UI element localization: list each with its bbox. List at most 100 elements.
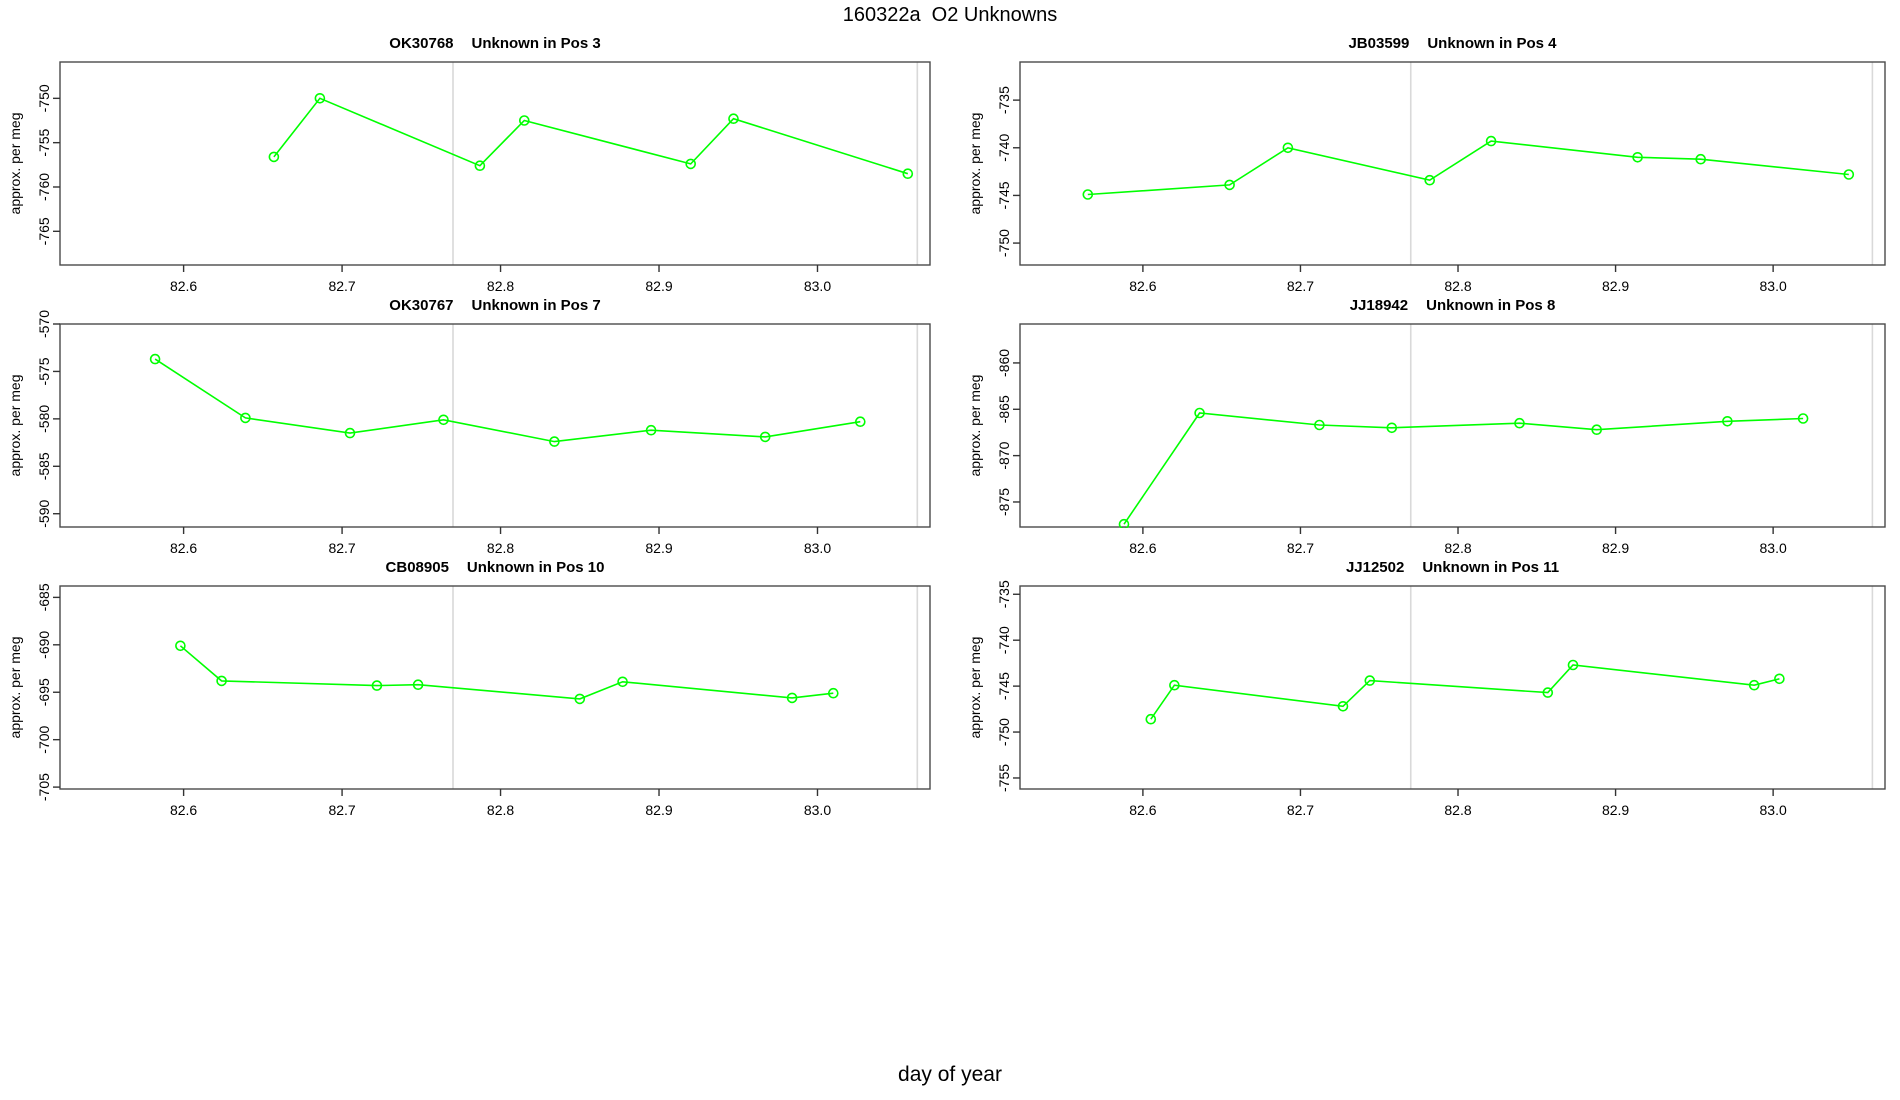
data-point-marker (1364, 675, 1376, 686)
data-point-marker (438, 414, 449, 426)
data-point-marker (759, 431, 771, 443)
data-point-marker (518, 115, 530, 126)
y-axis-label: approx. per meg (7, 375, 23, 477)
y-tick-label: -755 (996, 764, 1012, 792)
series-line (1123, 412, 1804, 525)
data-point-marker (617, 676, 628, 688)
x-tick-label: 82.6 (170, 540, 197, 556)
y-tick-label: -685 (36, 583, 52, 611)
y-axis-label: approx. per meg (967, 113, 983, 215)
data-point-marker (827, 687, 839, 699)
data-point-marker (786, 692, 798, 704)
x-tick-label: 83.0 (804, 540, 831, 556)
x-tick-label: 82.7 (1287, 278, 1314, 294)
x-tick-label: 82.9 (645, 540, 672, 556)
x-tick-label: 83.0 (804, 278, 831, 294)
x-tick-label: 82.6 (1129, 802, 1156, 818)
y-tick-label: -570 (36, 310, 52, 338)
sample-id: OK30768 (389, 35, 454, 52)
data-point-marker (1797, 413, 1809, 424)
y-tick-label: -760 (36, 173, 52, 201)
data-point-marker (1082, 189, 1094, 200)
data-point-marker (1843, 169, 1855, 180)
series-line (1087, 140, 1849, 196)
data-point-marker (1514, 417, 1525, 429)
series-line (273, 97, 909, 175)
subplot-title: JB03599 Unknown in Pos 4 (1020, 35, 1885, 52)
x-tick-label: 82.7 (1287, 540, 1314, 556)
y-tick-label: -740 (996, 134, 1012, 162)
x-axis-figure-label: day of year (898, 1063, 1002, 1086)
subplot-subtitle: Unknown in Pos 3 (471, 35, 601, 52)
data-point-marker (1145, 713, 1157, 725)
y-tick-label: -580 (36, 405, 52, 433)
x-tick-label: 82.8 (487, 278, 514, 294)
data-point-marker (240, 412, 251, 424)
y-tick-label: -865 (996, 395, 1012, 423)
data-point-marker (1695, 153, 1706, 165)
x-tick-label: 82.7 (328, 802, 355, 818)
data-point-marker (645, 424, 657, 436)
x-tick-label: 82.6 (1129, 540, 1156, 556)
plot-border (59, 61, 931, 266)
y-tick-label: -590 (36, 500, 52, 528)
x-tick-label: 82.9 (645, 278, 672, 294)
plot-border (1019, 61, 1886, 266)
data-point-marker (1282, 142, 1294, 154)
data-point-marker (902, 168, 914, 179)
x-tick-label: 83.0 (1760, 802, 1787, 818)
data-point-marker (1314, 419, 1325, 431)
series-JJ18942 (1118, 407, 1809, 528)
y-tick-label: -755 (36, 128, 52, 156)
subplot-title: OK30767 Unknown in Pos 7 (60, 297, 930, 314)
data-point-marker (175, 640, 186, 652)
y-tick-label: -750 (996, 718, 1012, 746)
y-tick-label: -870 (996, 441, 1012, 469)
y-axis-label: approx. per meg (967, 375, 983, 477)
series-CB08905 (175, 640, 839, 705)
y-tick-label: -765 (36, 217, 52, 245)
series-line (154, 358, 861, 443)
subplot-title: OK30768 Unknown in Pos 3 (60, 35, 930, 52)
x-tick-label: 82.7 (328, 540, 355, 556)
y-tick-label: -705 (36, 773, 52, 801)
y-tick-label: -585 (36, 452, 52, 480)
subplot-title: JJ12502 Unknown in Pos 11 (1020, 559, 1885, 576)
y-tick-label: -745 (996, 672, 1012, 700)
series-OK30767 (149, 353, 866, 447)
data-point-marker (1424, 174, 1435, 186)
subplot-title: JJ18942 Unknown in Pos 8 (1020, 297, 1885, 314)
x-tick-label: 82.6 (1129, 278, 1156, 294)
x-tick-label: 82.6 (170, 802, 197, 818)
x-tick-label: 82.9 (1602, 802, 1629, 818)
y-tick-label: -745 (996, 181, 1012, 209)
x-tick-label: 82.9 (645, 802, 672, 818)
data-point-marker (728, 113, 739, 124)
data-point-marker (1485, 135, 1497, 147)
x-tick-label: 82.8 (1444, 802, 1471, 818)
y-tick-label: -690 (36, 631, 52, 659)
y-tick-label: -735 (996, 580, 1012, 608)
subplot-title: CB08905 Unknown in Pos 10 (60, 559, 930, 576)
figure-title: 160322a O2 Unknowns (842, 4, 1058, 26)
y-tick-label: -750 (36, 84, 52, 112)
data-point-marker (371, 680, 383, 691)
x-tick-label: 82.9 (1602, 540, 1629, 556)
sample-id: JJ18942 (1349, 297, 1409, 314)
y-tick-label: -695 (36, 678, 52, 706)
data-point-marker (685, 158, 697, 170)
plot-border (1019, 585, 1886, 790)
y-axis-label: approx. per meg (7, 113, 23, 215)
data-point-marker (854, 416, 866, 428)
x-tick-label: 82.8 (1444, 540, 1471, 556)
sample-id: JB03599 (1348, 35, 1410, 52)
data-point-marker (1591, 424, 1602, 436)
y-tick-label: -740 (996, 626, 1012, 654)
series-JJ12502 (1145, 659, 1785, 725)
sample-id: JJ12502 (1345, 559, 1405, 576)
x-tick-label: 82.7 (328, 278, 355, 294)
data-point-marker (1567, 659, 1579, 671)
y-tick-label: -700 (36, 725, 52, 753)
x-tick-label: 83.0 (1760, 540, 1787, 556)
